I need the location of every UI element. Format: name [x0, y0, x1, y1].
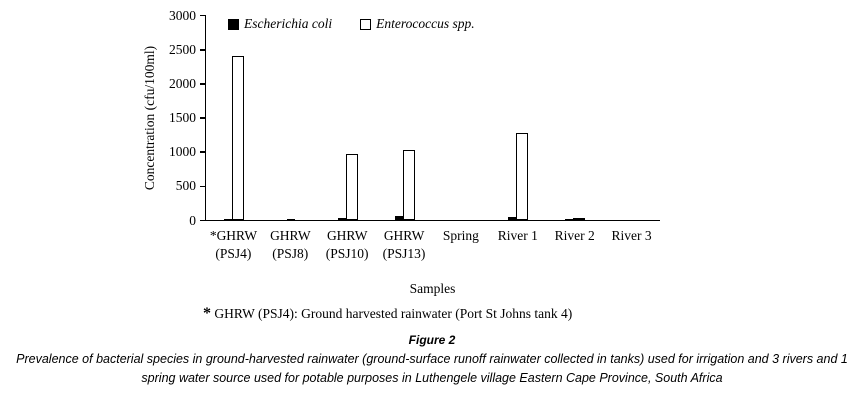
bar: [287, 218, 296, 220]
figure-caption: Prevalence of bacterial species in groun…: [16, 352, 848, 385]
escherichia-coli-swatch-icon: [228, 18, 239, 30]
bar: [224, 218, 233, 220]
bar: [516, 132, 529, 220]
bar: [337, 217, 346, 220]
bar-group: [376, 15, 433, 220]
legend-item-enterococcus-spp: Enterococcus spp.: [360, 16, 475, 32]
bar: [345, 153, 358, 220]
y-tick-mark: [200, 151, 205, 153]
legend: Escherichia coli Enterococcus spp.: [228, 16, 475, 32]
x-category-label: GHRW (PSJ10): [325, 228, 369, 261]
x-category-label: Spring: [442, 228, 479, 243]
bar: [564, 218, 573, 220]
y-tick-mark: [200, 219, 205, 221]
bar-group: [547, 15, 604, 220]
y-tick-label: 1000: [169, 144, 196, 160]
y-tick-mark: [200, 185, 205, 187]
x-category-label: GHRW (PSJ8): [270, 228, 311, 261]
x-category-label: River 1: [497, 228, 538, 243]
bar-group: [206, 15, 263, 220]
y-tick-mark: [200, 49, 205, 51]
bar: [402, 150, 415, 220]
y-axis-tick-marks: [200, 15, 205, 221]
footnote-text: GHRW (PSJ4): Ground harvested rainwater …: [211, 306, 573, 321]
figure-label: Figure 2: [408, 333, 456, 347]
legend-label-enterococcus-spp: Enterococcus spp.: [376, 16, 475, 31]
y-tick-label: 500: [175, 178, 196, 194]
bar-group: [263, 15, 320, 220]
bar-series-area: [206, 15, 660, 220]
bar: [572, 218, 585, 220]
bar-group: [320, 15, 377, 220]
bar: [232, 56, 245, 220]
x-category-label: *GHRW (PSJ4): [209, 228, 258, 261]
bar-group: [603, 15, 660, 220]
y-tick-mark: [200, 117, 205, 119]
plot-area: Escherichia coli Enterococcus spp.: [205, 15, 660, 221]
footnote: * GHRW (PSJ4): Ground harvested rainwate…: [203, 305, 572, 323]
x-category-label: River 3: [611, 228, 652, 243]
x-category-label: GHRW (PSJ13): [382, 228, 426, 261]
y-tick-mark: [200, 83, 205, 85]
y-tick-mark: [200, 15, 205, 17]
x-category-label: River 2: [554, 228, 595, 243]
x-axis-title: Samples: [409, 281, 456, 296]
legend-item-escherichia-coli: Escherichia coli: [228, 16, 332, 32]
bar-group: [433, 15, 490, 220]
footnote-marker: *: [203, 305, 211, 322]
enterococcus-spp-swatch-icon: [360, 18, 372, 30]
y-tick-label: 2500: [169, 42, 196, 57]
y-axis-tick-labels: 0 500 1000 1500 2000 2500 3000: [150, 9, 196, 227]
x-axis-category-labels: *GHRW (PSJ4) GHRW (PSJ8) GHRW (PSJ10) GHRW …: [205, 227, 660, 262]
legend-label-escherichia-coli: Escherichia coli: [244, 16, 333, 31]
bar: [394, 215, 403, 220]
y-tick-label: 0: [189, 212, 196, 228]
bar: [508, 217, 517, 220]
y-tick-label: 3000: [169, 7, 196, 23]
y-tick-label: 2000: [169, 76, 196, 92]
bar-group: [490, 15, 547, 220]
y-tick-label: 1500: [169, 110, 196, 126]
